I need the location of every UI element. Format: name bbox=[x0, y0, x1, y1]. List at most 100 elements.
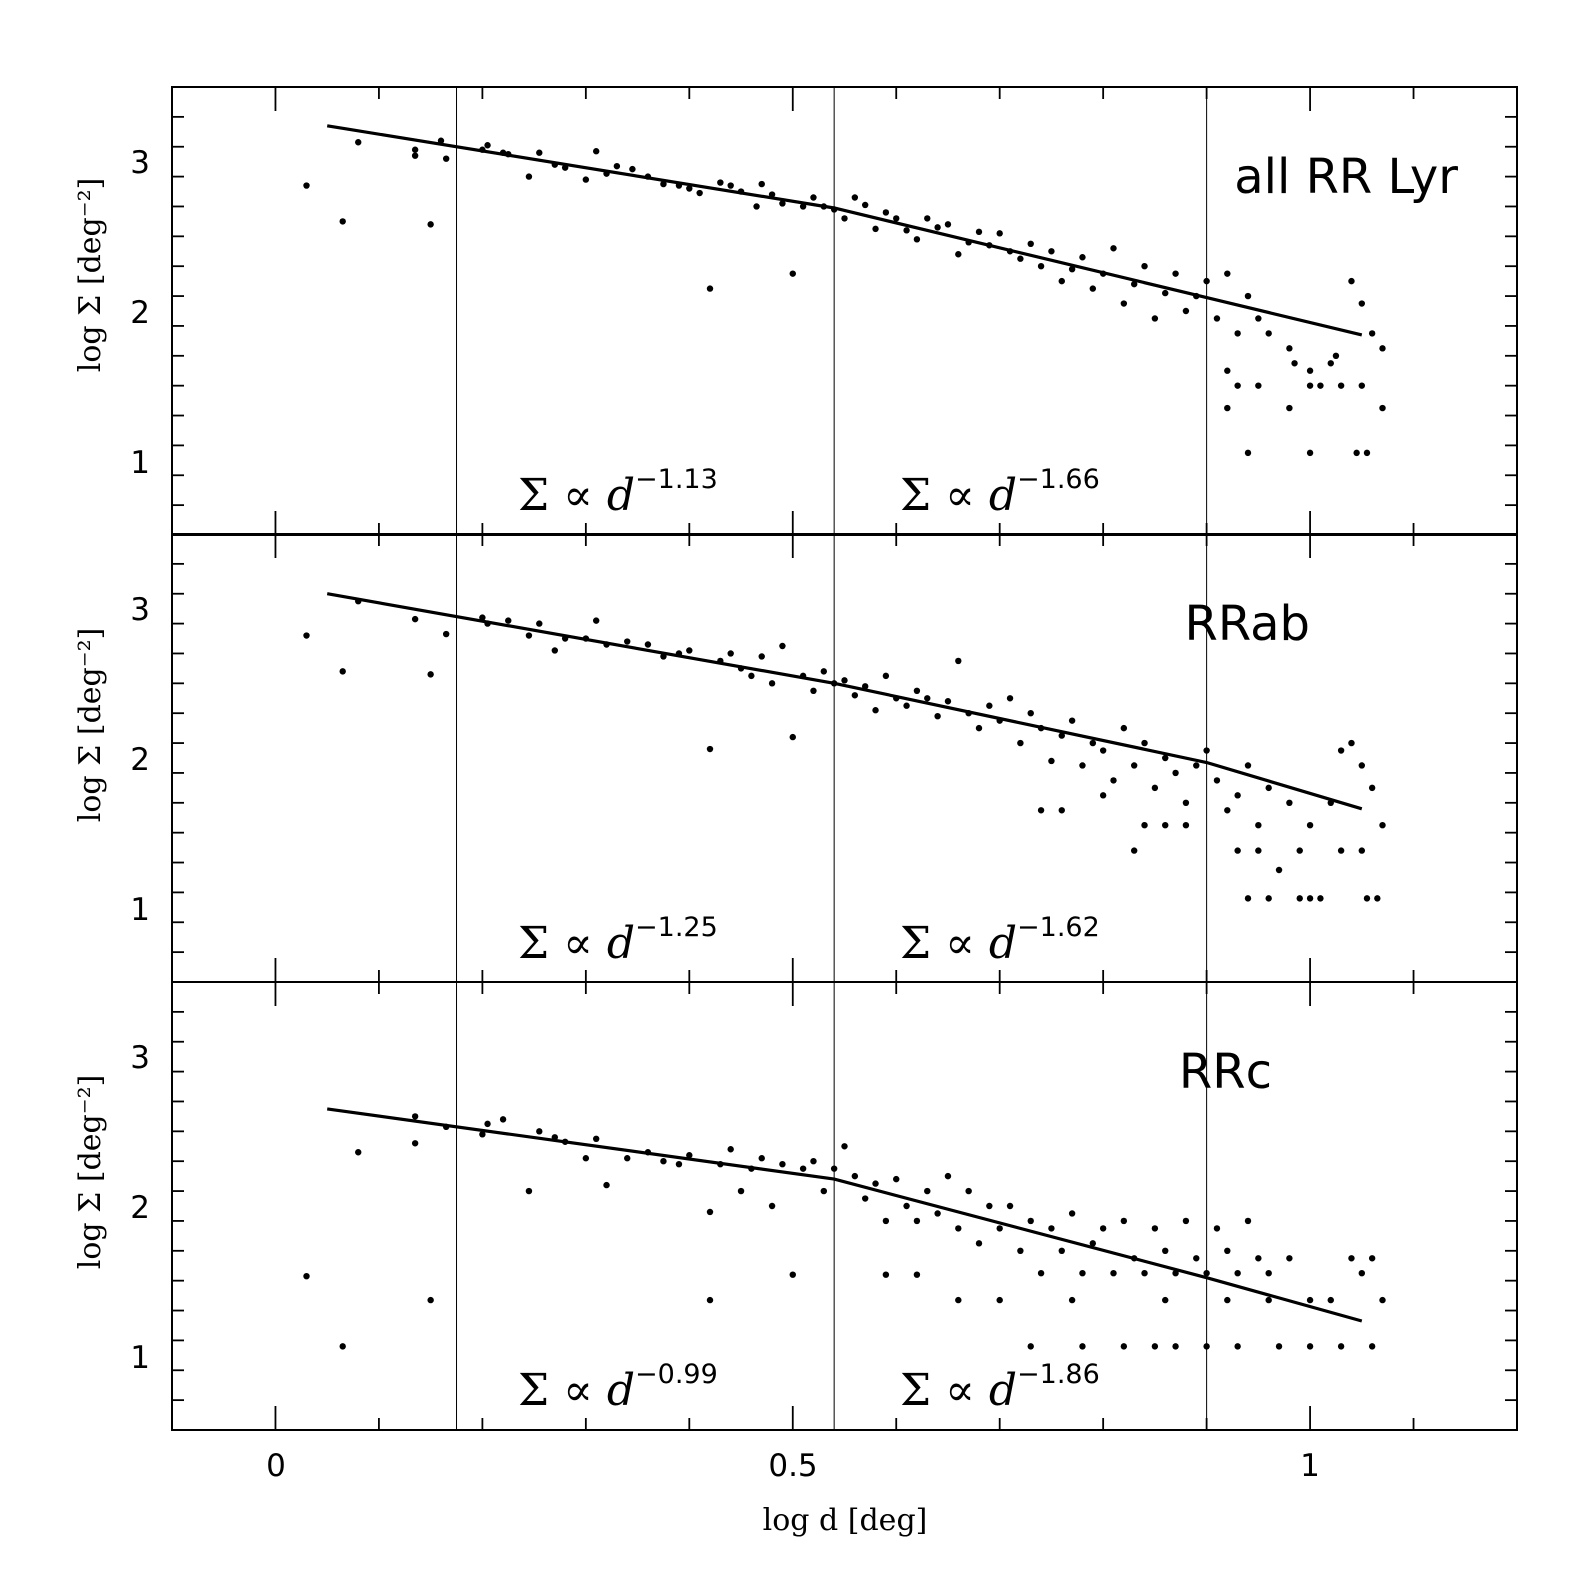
data-point bbox=[768, 680, 776, 687]
data-point bbox=[1265, 1270, 1272, 1277]
data-point bbox=[1337, 382, 1345, 389]
data-point bbox=[841, 677, 848, 684]
data-point bbox=[1203, 1343, 1210, 1350]
data-point bbox=[624, 638, 631, 645]
y-tick-label: 3 bbox=[130, 1040, 150, 1076]
data-point bbox=[660, 180, 667, 188]
x-tick-labels: 0 0.5 1 bbox=[266, 1448, 1320, 1484]
data-point bbox=[582, 1155, 590, 1162]
data-point bbox=[1296, 847, 1303, 854]
y-tick-label: 2 bbox=[130, 295, 150, 331]
data-point bbox=[427, 221, 434, 228]
data-point bbox=[1037, 263, 1045, 270]
data-point bbox=[1337, 847, 1345, 854]
data-point bbox=[1255, 822, 1262, 829]
data-point bbox=[1058, 277, 1065, 285]
data-point bbox=[1151, 1225, 1159, 1232]
data-point bbox=[525, 173, 533, 180]
law-variable: d bbox=[989, 918, 1017, 969]
data-point bbox=[1244, 449, 1252, 457]
data-point bbox=[841, 1143, 848, 1150]
data-point bbox=[1306, 1296, 1314, 1304]
data-point bbox=[1265, 895, 1272, 902]
data-point bbox=[411, 615, 419, 623]
data-point bbox=[1379, 404, 1386, 412]
data-point bbox=[913, 687, 921, 694]
data-point bbox=[1037, 1270, 1045, 1277]
data-point bbox=[903, 227, 910, 234]
panel-label-all-rr-lyr: all RR Lyr bbox=[1234, 149, 1458, 205]
data-point bbox=[955, 1225, 962, 1232]
x-tick-label: 0 bbox=[266, 1448, 286, 1484]
data-point bbox=[536, 1128, 543, 1135]
data-point bbox=[1244, 895, 1252, 902]
data-point bbox=[882, 1217, 890, 1225]
data-point bbox=[913, 1217, 921, 1225]
data-point bbox=[872, 707, 879, 714]
data-point bbox=[1130, 280, 1138, 288]
data-point bbox=[1265, 330, 1272, 337]
data-point bbox=[1120, 1343, 1128, 1350]
data-point bbox=[1141, 739, 1148, 747]
data-point bbox=[882, 672, 890, 680]
data-point bbox=[675, 1160, 683, 1168]
data-point bbox=[1348, 1255, 1355, 1262]
data-point bbox=[903, 702, 910, 709]
data-point bbox=[789, 733, 796, 741]
data-point bbox=[810, 1158, 817, 1165]
panel-label-rrc: RRc bbox=[1179, 1044, 1272, 1100]
data-point bbox=[1162, 1247, 1169, 1255]
data-point bbox=[872, 225, 879, 233]
data-point bbox=[934, 224, 941, 231]
power-law-outer: Σ ∝ d−1.86 bbox=[900, 1359, 1100, 1416]
data-point bbox=[820, 1187, 828, 1195]
data-point bbox=[996, 230, 1003, 237]
data-point bbox=[975, 228, 983, 236]
data-point bbox=[1151, 1343, 1159, 1350]
data-point bbox=[1286, 345, 1293, 352]
data-point bbox=[996, 1225, 1003, 1232]
data-point bbox=[872, 1180, 879, 1187]
y-tick-label: 1 bbox=[130, 1340, 150, 1376]
data-point bbox=[1120, 724, 1128, 732]
data-point bbox=[913, 236, 921, 243]
data-point bbox=[696, 189, 703, 197]
data-point bbox=[1068, 717, 1076, 724]
data-point bbox=[624, 1155, 631, 1162]
data-point bbox=[1358, 382, 1366, 389]
data-point bbox=[1332, 352, 1340, 359]
data-point bbox=[592, 148, 600, 155]
y-axis-title: log Σ [deg⁻²] bbox=[73, 178, 108, 373]
data-point bbox=[851, 1172, 859, 1180]
data-point bbox=[737, 1187, 745, 1195]
data-point bbox=[975, 724, 983, 732]
data-point bbox=[1048, 757, 1055, 765]
data-point bbox=[536, 620, 543, 627]
law-exponent: −1.66 bbox=[1017, 464, 1100, 495]
data-point bbox=[1265, 784, 1272, 792]
data-point bbox=[1089, 285, 1097, 292]
data-point bbox=[810, 687, 817, 694]
data-point bbox=[1037, 807, 1045, 814]
data-point bbox=[1017, 255, 1024, 262]
data-point bbox=[706, 1208, 714, 1216]
panel-3-annotations: 3 2 1 log Σ [deg⁻²] RRc Σ ∝ d−0.99 Σ ∝ d… bbox=[73, 1040, 1272, 1416]
data-point bbox=[820, 668, 828, 675]
data-point bbox=[1172, 1343, 1179, 1350]
data-point bbox=[768, 1202, 776, 1210]
data-point bbox=[1151, 784, 1159, 792]
data-point bbox=[303, 1272, 310, 1280]
y-tick-label: 3 bbox=[130, 592, 150, 628]
data-point bbox=[810, 194, 817, 201]
law-prefix: Σ ∝ bbox=[900, 470, 989, 521]
data-point bbox=[686, 185, 693, 192]
data-point bbox=[686, 1152, 693, 1159]
data-point bbox=[882, 1271, 890, 1278]
data-point bbox=[1255, 847, 1262, 854]
data-point bbox=[1203, 1270, 1210, 1277]
data-point bbox=[1027, 240, 1034, 247]
data-point bbox=[1099, 792, 1107, 799]
data-point bbox=[551, 647, 559, 654]
data-point bbox=[1234, 1343, 1241, 1350]
data-point bbox=[1099, 1225, 1107, 1232]
